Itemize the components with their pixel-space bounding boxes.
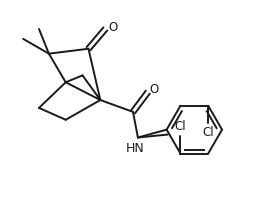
Text: O: O <box>108 21 118 34</box>
Text: Cl: Cl <box>175 120 186 133</box>
Text: O: O <box>150 83 159 96</box>
Text: HN: HN <box>126 143 144 156</box>
Text: Cl: Cl <box>202 126 214 139</box>
